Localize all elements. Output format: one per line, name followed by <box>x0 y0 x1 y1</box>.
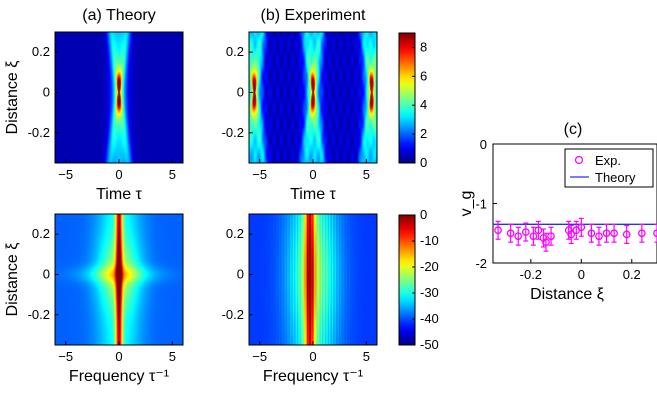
plot-area <box>493 217 657 252</box>
data-point <box>542 238 550 247</box>
y-axis-label: Distance ξ <box>4 243 21 317</box>
x-tick-label: -0.2 <box>520 267 542 282</box>
data-point <box>622 230 631 239</box>
data-point <box>506 229 515 238</box>
x-tick-label: 0 <box>309 349 316 364</box>
colorbar-tick-label: -40 <box>420 311 439 326</box>
heatmap-image <box>55 32 183 163</box>
data-point <box>638 229 646 238</box>
data-point <box>577 223 586 232</box>
x-tick-label: 5 <box>363 167 370 182</box>
colorbar-tick-label: 4 <box>420 97 427 112</box>
y-tick-label: -1 <box>475 197 487 212</box>
data-point <box>534 226 543 235</box>
y-tick-label: -2 <box>475 256 487 271</box>
panel-b-top: −5 0 5 0.2 0 -0.2 Time τ 8 6 4 2 0 <box>222 31 427 203</box>
colorbar <box>398 214 416 346</box>
colorbar-tick-label: 0 <box>420 155 427 170</box>
x-axis-label: Distance ξ <box>530 286 604 303</box>
x-axis-label: Time τ <box>290 186 336 203</box>
x-tick-label: 5 <box>363 349 370 364</box>
x-tick-label: −5 <box>58 167 73 182</box>
x-tick-label: −5 <box>252 167 267 182</box>
panel-c: -0.2 0 0.2 0 -1 -2 Distance ξ v_g Exp. Theory <box>458 137 657 303</box>
title-b: (b) Experiment <box>261 7 366 24</box>
title-a: (a) Theory <box>82 7 156 24</box>
y-tick-label: 0.2 <box>226 226 244 241</box>
heatmap-image <box>55 214 183 345</box>
data-point <box>547 232 555 241</box>
colorbar-tick-label: 8 <box>420 39 427 54</box>
data-point <box>494 226 502 235</box>
y-tick-label: 0.2 <box>32 226 50 241</box>
y-tick-label: -0.2 <box>28 125 50 140</box>
data-point <box>587 229 596 238</box>
y-tick-label: 0 <box>480 137 487 152</box>
colorbar-tick-label: -50 <box>420 337 439 352</box>
x-tick-label: 0 <box>309 167 316 182</box>
y-tick-label: 0 <box>237 266 244 281</box>
data-point <box>595 232 603 241</box>
y-tick-label: 0.2 <box>32 44 50 59</box>
colorbar-tick-label: -10 <box>420 233 439 248</box>
panel-a-bottom: −5 0 5 0.2 0 -0.2 Frequency τ⁻¹ Distance ξ <box>4 213 184 385</box>
x-tick-label: 5 <box>169 349 176 364</box>
colorbar-tick-label: 2 <box>420 126 427 141</box>
panel-b-bottom: −5 0 5 0.2 0 -0.2 Frequency τ⁻¹ 0 -10 -20 -30 -40 -5… <box>222 207 439 385</box>
y-axis-label: Distance ξ <box>4 61 21 135</box>
x-tick-label: 0 <box>578 267 585 282</box>
title-c: (c) <box>564 121 583 138</box>
legend-label-theory: Theory <box>595 170 636 185</box>
y-tick-label: 0 <box>43 84 50 99</box>
x-axis-label: Frequency τ⁻¹ <box>69 368 169 385</box>
x-axis-label: Frequency τ⁻¹ <box>263 368 363 385</box>
colorbar <box>398 32 416 164</box>
colorbar-tick-label: -20 <box>420 259 439 274</box>
legend-label-exp: Exp. <box>595 153 621 168</box>
x-tick-label: 5 <box>169 167 176 182</box>
legend-marker-exp <box>574 155 584 165</box>
y-tick-label: 0 <box>237 84 244 99</box>
y-axis-label: v_g <box>458 191 475 217</box>
heatmap-panels: −5 0 5 0.2 0 -0.2 Time τ Distance ξ −5 0 5 0.2 0 -0.2… <box>4 31 439 385</box>
legend-box <box>564 148 654 188</box>
heatmap-image <box>249 32 377 163</box>
x-tick-label: −5 <box>252 349 267 364</box>
y-tick-label: -0.2 <box>222 125 244 140</box>
colorbar-tick-label: 0 <box>420 207 427 222</box>
x-axis-label: Time τ <box>96 186 142 203</box>
y-tick-label: 0.2 <box>226 44 244 59</box>
heatmap-image <box>249 214 377 345</box>
data-point <box>567 230 576 239</box>
y-tick-label: -0.2 <box>222 307 244 322</box>
x-tick-label: 0 <box>115 349 122 364</box>
colorbar-tick-label: 6 <box>420 68 427 83</box>
data-point <box>521 228 530 236</box>
x-tick-label: 0 <box>115 167 122 182</box>
y-tick-label: -0.2 <box>28 307 50 322</box>
panel-a-top: −5 0 5 0.2 0 -0.2 Time τ Distance ξ <box>4 31 184 203</box>
x-tick-label: 0.2 <box>623 267 641 282</box>
legend: Exp. Theory <box>564 148 654 188</box>
colorbar-tick-label: -30 <box>420 285 439 300</box>
data-point <box>610 229 618 238</box>
data-point <box>529 232 538 241</box>
x-tick-label: −5 <box>58 349 73 364</box>
data-point <box>514 232 523 241</box>
data-point <box>602 229 611 238</box>
y-tick-label: 0 <box>43 266 50 281</box>
